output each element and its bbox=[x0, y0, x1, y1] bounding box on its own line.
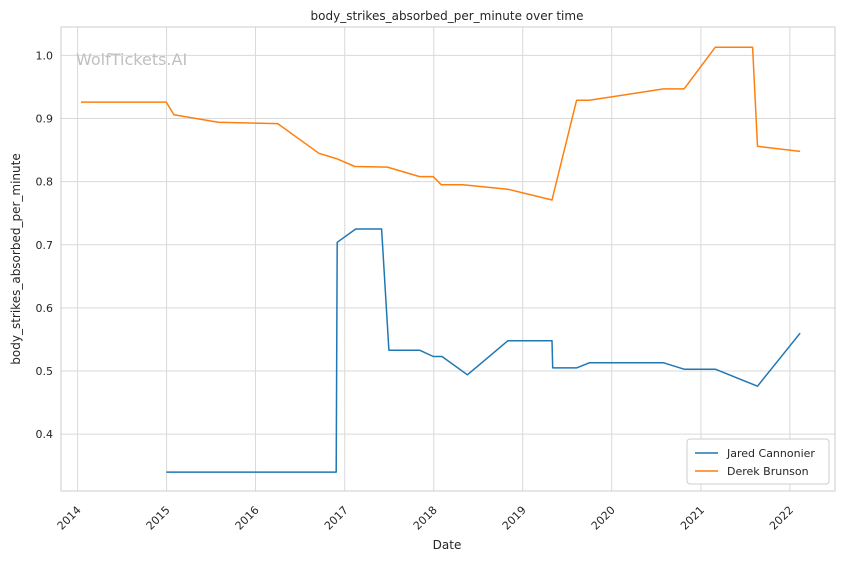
legend-label-jared-cannonier: Jared Cannonier bbox=[726, 447, 815, 460]
x-tick-labels: 2014 2015 2016 2017 2018 2019 2020 2021 2022 bbox=[55, 504, 796, 533]
legend-label-derek-brunson: Derek Brunson bbox=[727, 465, 809, 478]
y-axis-label: body_strikes_absorbed_per_minute bbox=[9, 153, 23, 364]
legend-box bbox=[686, 438, 830, 485]
y-tick-label: 0.9 bbox=[36, 113, 54, 126]
y-tick-label: 0.4 bbox=[36, 428, 54, 441]
chart-title: body_strikes_absorbed_per_minute over ti… bbox=[311, 9, 584, 23]
series-layer bbox=[81, 46, 801, 473]
x-axis-label: Date bbox=[433, 538, 462, 552]
grid bbox=[61, 27, 835, 491]
y-tick-label: 0.6 bbox=[36, 302, 54, 315]
series-line-jared-cannonier bbox=[166, 228, 801, 473]
plot-frame bbox=[60, 26, 836, 492]
legend: Jared Cannonier Derek Brunson bbox=[686, 438, 830, 485]
series-line-derek-brunson bbox=[81, 46, 801, 201]
watermark: WolfTickets.AI bbox=[76, 50, 187, 69]
y-tick-label: 1.0 bbox=[36, 49, 54, 62]
y-tick-labels: 0.4 0.5 0.6 0.7 0.8 0.9 1.0 bbox=[36, 49, 54, 441]
y-tick-label: 0.8 bbox=[36, 176, 54, 189]
y-tick-label: 0.7 bbox=[36, 239, 54, 252]
y-tick-label: 0.5 bbox=[36, 365, 54, 378]
